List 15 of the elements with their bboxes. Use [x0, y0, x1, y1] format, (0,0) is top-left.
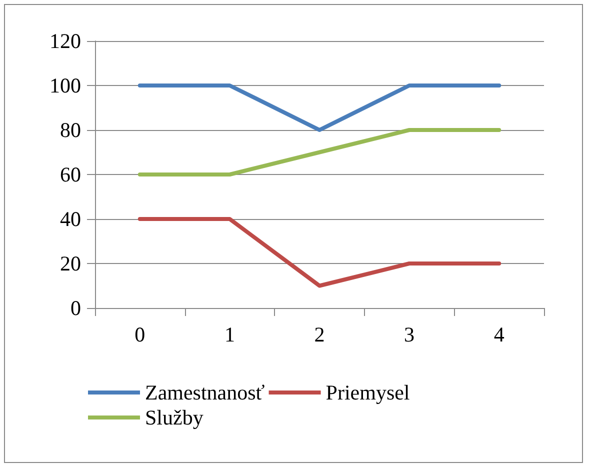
x-tick-label: 4: [494, 322, 505, 346]
legend-label: Priemysel: [326, 380, 410, 404]
y-tick-label: 100: [50, 74, 81, 98]
y-tick-label: 0: [70, 296, 81, 320]
legend-label: Služby: [145, 406, 204, 430]
x-tick-label: 2: [314, 322, 325, 346]
x-tick-label: 0: [134, 322, 146, 346]
x-tick-label: 1: [224, 322, 235, 346]
x-tick-label: 3: [404, 322, 415, 346]
y-tick-label: 80: [60, 118, 81, 142]
y-tick-label: 120: [50, 29, 81, 53]
y-tick-label: 40: [60, 207, 81, 231]
y-tick-label: 60: [60, 162, 81, 186]
legend-label: Zamestnanosť: [145, 380, 265, 404]
y-tick-label: 20: [60, 252, 81, 276]
